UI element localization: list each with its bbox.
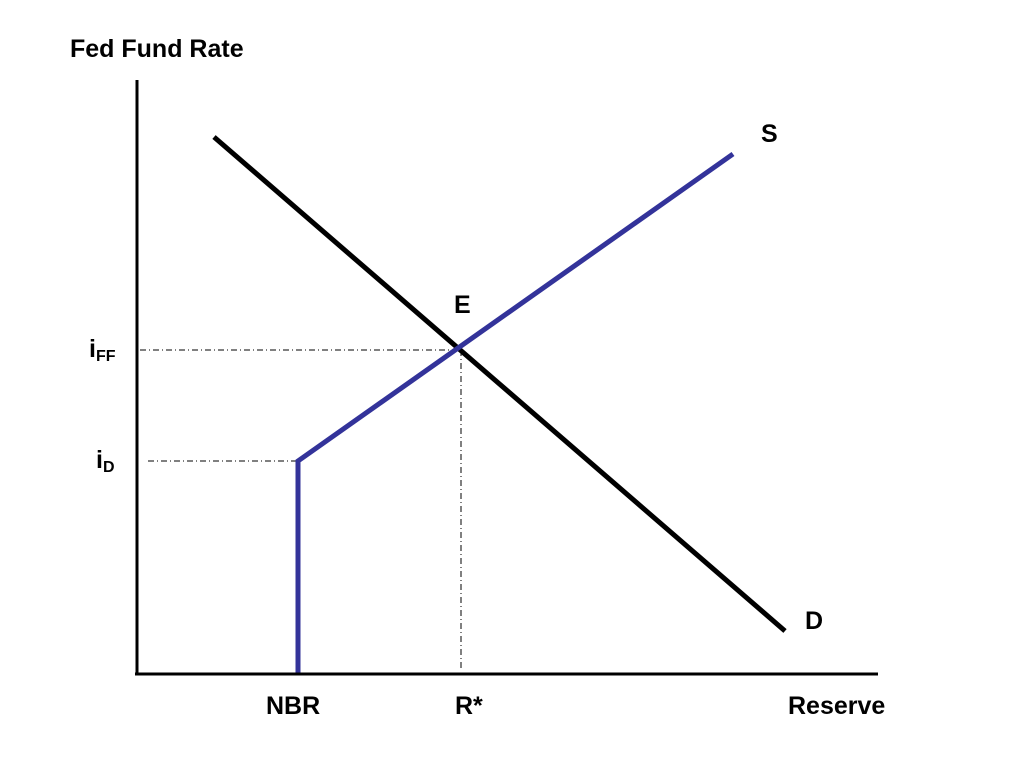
supply-curve [295,151,735,673]
iff-subscript: FF [95,348,116,365]
supply-curve-label: S [761,120,778,148]
id-base: i [96,446,103,474]
demand-curve-label: D [805,607,824,635]
nbr-tick-label: NBR [266,692,321,720]
id-tick-label: iD [96,448,115,476]
rstar-tick-label: R* [455,692,483,720]
iff-base: i [89,335,96,363]
x-axis-title: Reserve [788,692,886,720]
id-subscript: D [102,459,115,476]
equilibrium-label: E [454,291,471,319]
y-axis-title: Fed Fund Rate [70,35,244,63]
demand-curve [212,135,787,633]
iff-tick-label: iFF [89,337,116,365]
